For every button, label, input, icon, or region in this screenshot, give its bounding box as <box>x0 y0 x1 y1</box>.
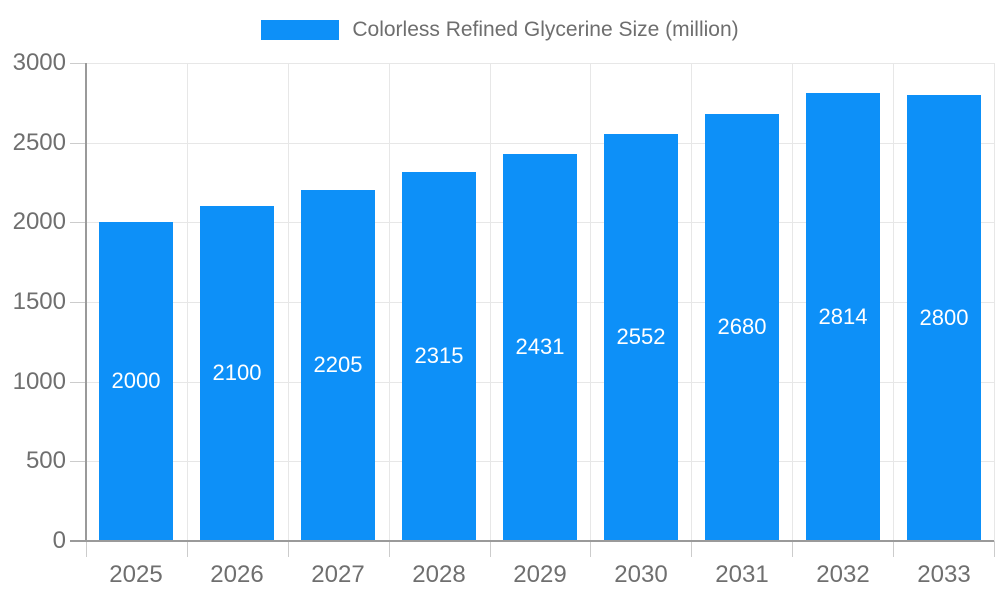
y-axis-label: 2000 <box>12 208 66 235</box>
y-axis-label: 1000 <box>12 368 66 395</box>
x-axis-label: 2033 <box>917 561 971 588</box>
x-gridline <box>288 63 289 541</box>
x-gridline <box>994 63 995 541</box>
y-axis-label: 2500 <box>12 129 66 156</box>
x-gridline <box>691 63 692 541</box>
y-axis-tick <box>70 63 86 64</box>
y-axis-label: 500 <box>25 447 66 474</box>
bar[interactable]: 2814 <box>806 93 880 540</box>
x-axis-line <box>70 540 994 542</box>
x-axis-tick <box>187 541 188 557</box>
x-axis-tick <box>288 541 289 557</box>
bar[interactable]: 2431 <box>503 154 577 540</box>
bar[interactable]: 2000 <box>99 222 173 540</box>
bar[interactable]: 2205 <box>301 190 375 540</box>
y-axis-tick <box>70 382 86 383</box>
x-axis-label: 2028 <box>412 561 466 588</box>
x-axis-label: 2032 <box>816 561 870 588</box>
bar-value-label: 2000 <box>111 368 161 393</box>
y-axis-tick <box>70 143 86 144</box>
x-axis-tick <box>792 541 793 557</box>
x-axis-tick <box>994 541 995 557</box>
y-axis-label: 3000 <box>12 49 66 76</box>
y-axis-label: 0 <box>52 527 66 554</box>
bar-value-label: 2680 <box>717 314 767 339</box>
bar-value-label: 2315 <box>414 343 464 368</box>
chart-legend: Colorless Refined Glycerine Size (millio… <box>0 18 1000 42</box>
x-axis-label: 2027 <box>311 561 365 588</box>
bar-value-label: 2431 <box>515 334 565 359</box>
y-axis-tick <box>70 222 86 223</box>
x-axis-tick <box>893 541 894 557</box>
x-gridline <box>893 63 894 541</box>
bar[interactable]: 2552 <box>604 134 678 540</box>
y-axis-line <box>85 63 87 541</box>
x-gridline <box>187 63 188 541</box>
legend-label: Colorless Refined Glycerine Size (millio… <box>352 18 739 41</box>
x-axis-label: 2025 <box>109 561 163 588</box>
bar[interactable]: 2680 <box>705 114 779 540</box>
x-axis-label: 2029 <box>513 561 567 588</box>
bar-value-label: 2205 <box>313 352 363 377</box>
x-gridline <box>792 63 793 541</box>
y-gridline <box>86 143 994 144</box>
x-axis-label: 2030 <box>614 561 668 588</box>
x-axis-tick <box>86 541 87 557</box>
bar[interactable]: 2800 <box>907 95 981 540</box>
legend-swatch <box>261 20 340 40</box>
legend-item[interactable]: Colorless Refined Glycerine Size (millio… <box>261 18 739 42</box>
y-axis-label: 1500 <box>12 288 66 315</box>
y-gridline <box>86 63 994 64</box>
x-axis-tick <box>389 541 390 557</box>
x-axis-tick <box>490 541 491 557</box>
bar[interactable]: 2315 <box>402 172 476 540</box>
y-axis-tick <box>70 302 86 303</box>
x-axis-label: 2026 <box>210 561 264 588</box>
bar-value-label: 2814 <box>818 303 868 329</box>
x-axis-tick <box>691 541 692 557</box>
x-gridline <box>490 63 491 541</box>
x-gridline <box>590 63 591 541</box>
x-axis-label: 2031 <box>715 561 769 588</box>
x-axis-tick <box>590 541 591 557</box>
bar-value-label: 2800 <box>919 304 969 330</box>
y-axis-tick <box>70 461 86 462</box>
bar[interactable]: 2100 <box>200 206 274 540</box>
bar-value-label: 2100 <box>212 360 262 385</box>
bar-value-label: 2552 <box>616 324 666 349</box>
x-gridline <box>389 63 390 541</box>
